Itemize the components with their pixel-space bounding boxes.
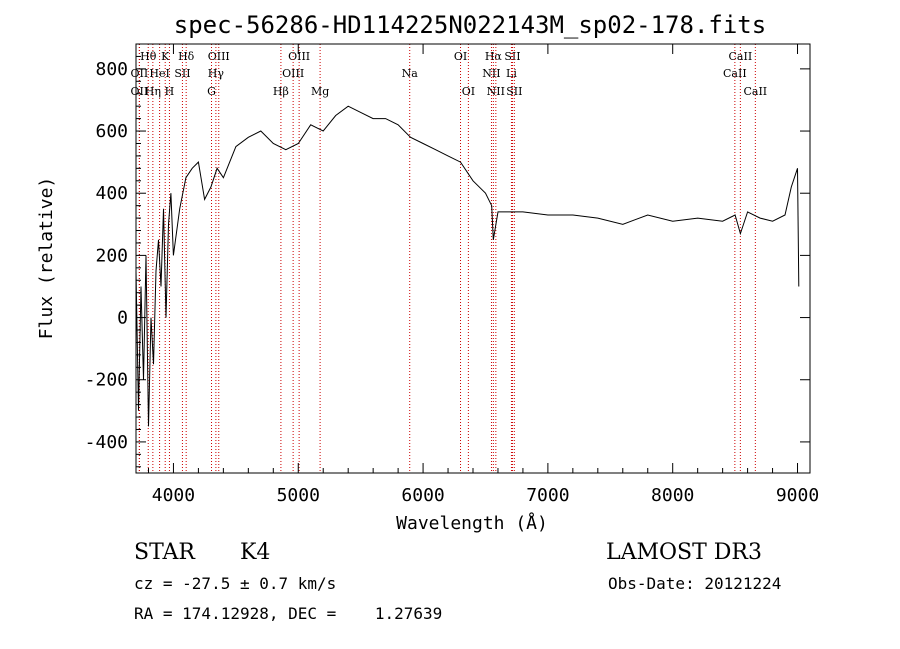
spectral-line-label-16: Na [402,67,419,80]
spectral-line-label-5: Hη [145,85,161,98]
radec-label: RA = 174.12928, DEC = 1.27639 [134,604,443,623]
spectral-line-label-19: Hα [485,50,503,63]
spectral-line-label-6: Hδ [178,50,195,63]
spectral-line-label-14: Hβ [273,85,289,98]
x-tick-label-3: 7000 [526,485,569,506]
x-tick-label-2: 6000 [401,485,444,506]
spectral-line-markers: Hθ OII OII K HeI Hη Hδ SII H OIII Hγ G OIII OIII Hβ Mg N… [131,44,767,473]
spectral-line-label-24: SII [506,85,522,98]
spectral-line-label-18: OI [462,85,475,98]
spectral-line-label-25: CaII [729,50,753,63]
y-tick-label-4: 400 [95,183,128,204]
spectral-line-label-22: Li [506,67,517,80]
y-tick-label-5: 600 [95,121,128,142]
object-subclass: K4 [240,540,271,565]
spectral-line-label-7: SII [174,67,190,80]
spectral-line-label-9: OIII [208,50,230,63]
x-tick-label-4: 8000 [651,485,694,506]
y-tick-label-0: -400 [85,432,128,453]
spectral-line-label-21: NII [482,67,500,80]
redshift-label: cz = -27.5 ± 0.7 km/s [134,574,337,593]
spectral-line-label-2: OII [131,85,149,98]
spectral-line-label-1: OII [131,67,149,80]
spectral-line-label-17: OI [454,50,467,63]
plot-frame [135,43,811,474]
chart-title: spec-56286-HD114225N022143M_sp02-178.fit… [174,11,766,39]
spectral-line-label-26: CaII [723,67,747,80]
x-tick-label-1: 5000 [277,485,320,506]
y-tick-label-6: 800 [95,59,128,80]
obs-date-label: Obs-Date: 20121224 [608,574,782,593]
spectral-line-label-4: HeI [149,67,169,80]
spectral-line-label-10: Hγ [208,67,225,80]
spectral-line-label-3: K [161,50,170,63]
x-tick-label-5: 9000 [776,485,819,506]
y-tick-label-2: 0 [117,308,128,329]
object-class: STAR [134,540,195,565]
spectrum-series-line [135,105,800,427]
y-axis-label: Flux (relative) [36,177,57,340]
x-axis-label: Wavelength (Å) [396,512,548,534]
spectral-line-label-23: NII [487,85,505,98]
spectral-line-label-20: SII [504,50,520,63]
survey-label: LAMOST DR3 [606,540,762,565]
spectral-line-label-12: OIII [288,50,310,63]
spectral-line-label-11: G [207,85,216,98]
spectral-line-label-13: OIII [282,67,304,80]
spectral-line-label-15: Mg [311,85,329,98]
spectral-line-label-27: CaII [743,85,767,98]
spectral-line-label-8: H [165,85,175,98]
x-tick-label-0: 4000 [152,485,195,506]
y-tick-label-1: -200 [85,370,128,391]
spectral-line-label-0: Hθ [140,50,157,63]
y-tick-label-3: 200 [95,245,128,266]
axis-ticks: 4000 5000 6000 7000 8000 9000 -400 -200 0 200 400 6… [85,44,819,506]
